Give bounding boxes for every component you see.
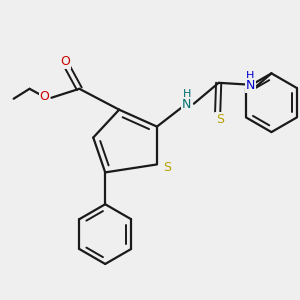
Text: O: O <box>40 90 50 103</box>
Text: N: N <box>182 98 191 111</box>
Text: S: S <box>163 161 171 174</box>
Text: N: N <box>246 79 255 92</box>
Text: O: O <box>61 56 70 68</box>
Text: S: S <box>216 113 224 126</box>
Text: H: H <box>183 89 191 99</box>
Text: H: H <box>246 71 255 81</box>
